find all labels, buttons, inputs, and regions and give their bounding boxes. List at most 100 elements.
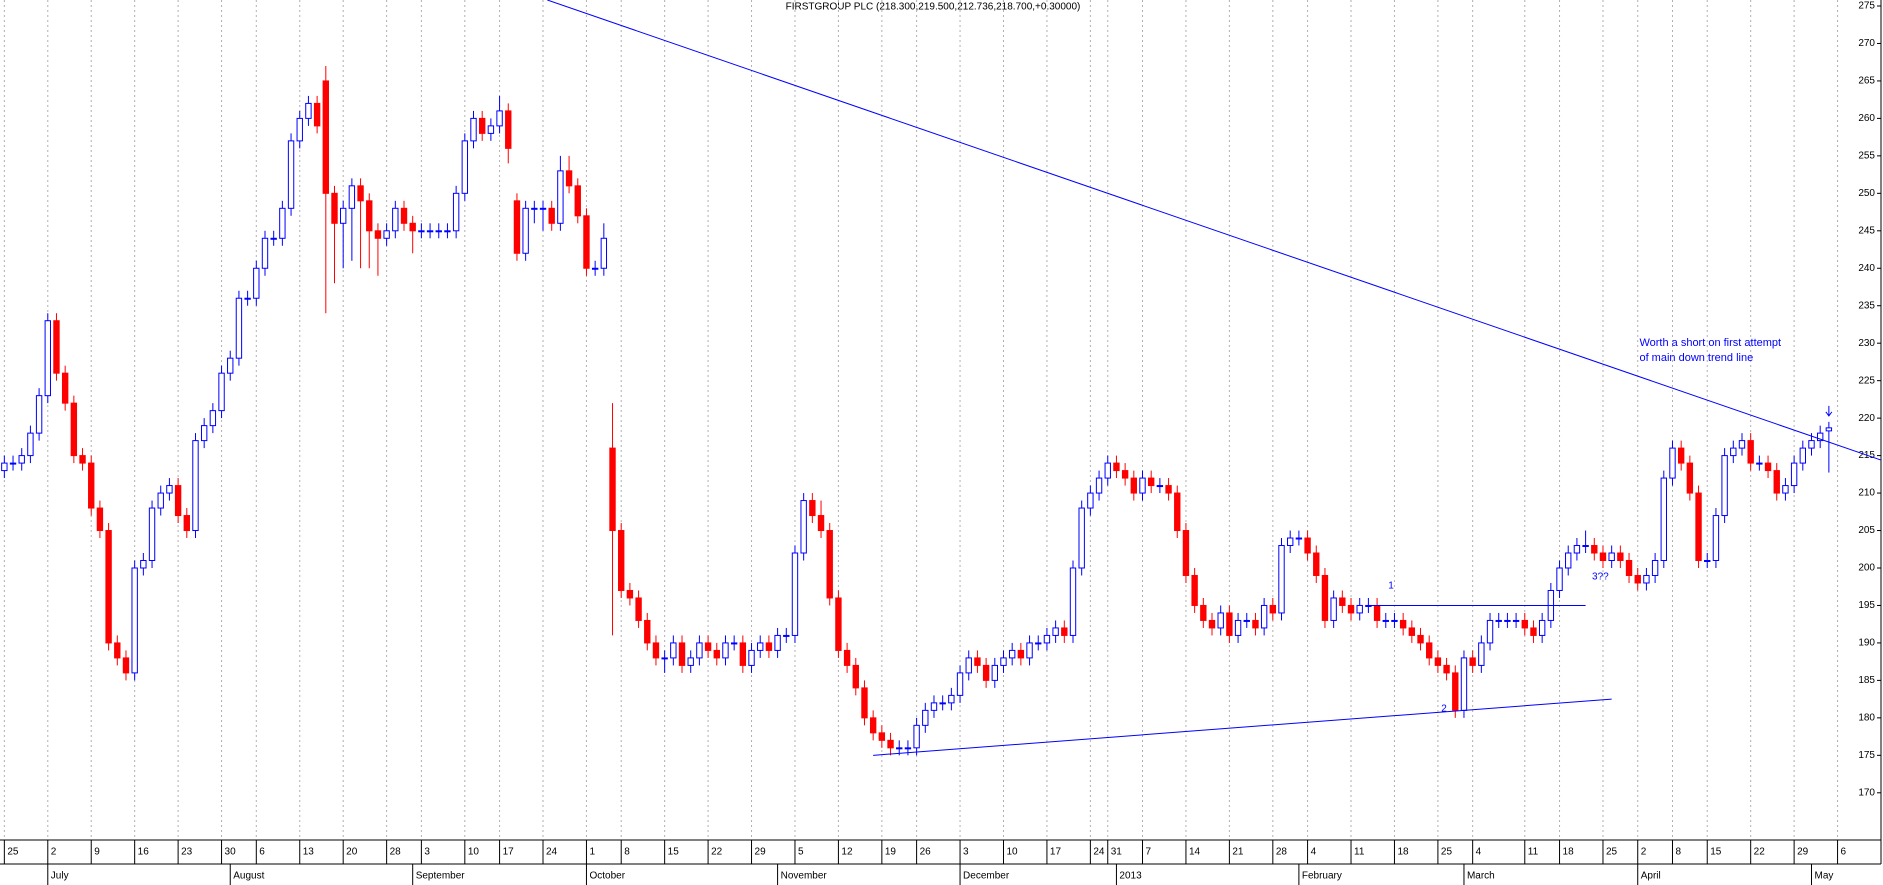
y-tick-label: 225 <box>1858 375 1875 386</box>
candle-body <box>487 125 495 134</box>
candle-body <box>1095 477 1103 494</box>
candle-body <box>1808 440 1815 449</box>
candle-body <box>1512 619 1520 622</box>
candle-body <box>531 207 538 210</box>
candle-body <box>140 559 147 569</box>
x-tick-label: 25 <box>7 847 19 858</box>
candle-body <box>374 230 382 239</box>
candle-body <box>227 357 234 374</box>
candle-body <box>1660 477 1667 561</box>
candle-body <box>253 267 260 299</box>
y-tick-label: 275 <box>1858 1 1875 12</box>
annotation: Worth a short on first attempt <box>1639 337 1781 349</box>
candle-body <box>965 657 972 674</box>
candle-body <box>279 207 286 239</box>
candle-body <box>1200 604 1207 621</box>
candle-body <box>148 507 156 561</box>
candle-body <box>887 739 894 749</box>
x-tick-label: 3 <box>424 847 430 858</box>
candle-body <box>200 425 208 442</box>
candle-body <box>496 110 503 127</box>
x-tick-label: 18 <box>1563 847 1575 858</box>
y-tick-label: 250 <box>1858 188 1875 199</box>
x-tick-label: 2 <box>51 847 57 858</box>
chart-title: FIRSTGROUP PLC (218.300,219.500,212.736,… <box>786 2 1081 13</box>
candle-body <box>1686 462 1694 494</box>
candle-body <box>687 657 694 666</box>
y-tick-label: 265 <box>1858 76 1875 87</box>
y-tick-label: 190 <box>1858 638 1875 649</box>
candle-body <box>1573 545 1581 554</box>
candle-body <box>53 320 60 374</box>
month-label: July <box>51 871 69 882</box>
candle-body <box>461 140 469 194</box>
month-label: February <box>1302 871 1342 882</box>
candle-body <box>114 642 121 659</box>
candle-body <box>774 634 781 651</box>
candle-body <box>1061 627 1068 636</box>
candle-body <box>348 185 356 209</box>
candle-body <box>1651 559 1659 576</box>
candle-body <box>843 649 851 666</box>
candle-body <box>1556 567 1563 591</box>
candle-body <box>1704 559 1711 562</box>
candle-body <box>1087 492 1094 509</box>
candle-body <box>817 515 825 532</box>
candle-body <box>878 732 886 741</box>
candle-body <box>618 530 625 591</box>
x-tick-label: 26 <box>920 847 932 858</box>
y-tick-label: 220 <box>1858 413 1875 424</box>
candle-body <box>696 642 703 659</box>
x-tick-label: 29 <box>755 847 767 858</box>
candle-body <box>1252 619 1259 629</box>
candle-body <box>183 515 190 532</box>
month-label: 2013 <box>1119 871 1142 882</box>
candle-body <box>313 102 321 127</box>
candle-body <box>296 117 303 142</box>
candle-body <box>1799 447 1806 464</box>
month-label: November <box>781 871 828 882</box>
candle-body <box>974 657 981 666</box>
candle-body <box>1669 447 1676 479</box>
x-tick-label: 28 <box>390 847 402 858</box>
candle-body <box>1017 649 1025 659</box>
candle-body <box>765 642 773 651</box>
candle-body <box>44 320 51 397</box>
candle-body <box>418 230 425 233</box>
candle-body <box>1174 492 1181 532</box>
candle-body <box>1756 462 1763 465</box>
x-tick-label: 31 <box>1111 847 1123 858</box>
candle-body <box>1287 537 1294 547</box>
candle-body <box>1043 634 1051 644</box>
candle-body <box>270 237 277 240</box>
y-tick-label: 230 <box>1858 338 1875 349</box>
candle-body <box>1599 552 1607 561</box>
candle-body <box>1313 552 1320 576</box>
x-tick-label: 16 <box>138 847 150 858</box>
month-label: March <box>1467 871 1495 882</box>
candle-body <box>261 237 269 269</box>
x-tick-label: 8 <box>1675 847 1681 858</box>
candle-body <box>79 455 86 464</box>
candle-body <box>1538 619 1546 636</box>
candle-body <box>1582 545 1589 548</box>
annotation: 2 <box>1441 704 1447 715</box>
candle-body <box>1104 462 1111 479</box>
candle-body <box>739 642 747 666</box>
candle-body <box>435 230 442 233</box>
x-tick-label: 24 <box>546 847 558 858</box>
candle-body <box>1165 485 1172 494</box>
candle-body <box>1052 627 1059 636</box>
candle-body <box>1521 619 1528 629</box>
y-tick-label: 175 <box>1858 750 1875 761</box>
x-tick-label: 1 <box>589 847 595 858</box>
candle-body <box>1278 545 1285 614</box>
candle-body <box>1747 440 1754 464</box>
x-tick-label: 4 <box>1476 847 1482 858</box>
candle-body <box>366 200 373 232</box>
candle-body <box>1356 604 1363 614</box>
candle-body <box>1321 574 1329 621</box>
candle-body <box>574 185 581 217</box>
